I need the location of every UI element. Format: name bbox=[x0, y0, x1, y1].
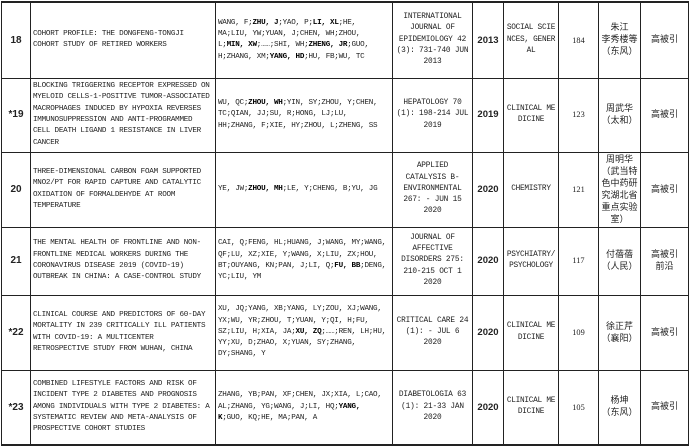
publication-year: 2019 bbox=[472, 77, 504, 153]
paper-title: COMBINED LIFESTYLE FACTORS AND RISK OF I… bbox=[30, 369, 216, 446]
author-text: ;GUO, H;ZHANG, XM; bbox=[218, 41, 369, 61]
journal-info: CRITICAL CARE 24 (1): - JUL 6 2020 bbox=[392, 294, 473, 371]
subject-category: SOCIAL SCIENCES, GENERAL bbox=[503, 1, 559, 79]
author-text: YE, JW; bbox=[218, 184, 249, 193]
author-text: XU, JQ;YANG, XB;YANG, LY;ZOU, XJ;WANG, Y… bbox=[218, 305, 382, 336]
citation-count: 105 bbox=[558, 369, 599, 446]
affiliated-author: 周明华 （武当特色中药研究湖北省重点实验室） bbox=[598, 151, 641, 228]
highlighted-author: ZHOU, MH bbox=[248, 184, 283, 193]
table-row: *23 COMBINED LIFESTYLE FACTORS AND RISK O… bbox=[1, 369, 689, 446]
row-number: *22 bbox=[1, 294, 31, 371]
affiliated-author: 朱江 李秀楼等 （东风） bbox=[598, 1, 641, 79]
publication-year: 2020 bbox=[472, 369, 504, 446]
highlighted-author: YANG, HD bbox=[269, 52, 305, 61]
paper-title: CLINICAL COURSE AND PREDICTORS OF 60-DAY… bbox=[30, 294, 216, 371]
journal-info: INTERNATIONAL JOURNAL OF EPIDEMIOLOGY 42… bbox=[392, 1, 473, 79]
authors: YE, JW;ZHOU, MH;LE, Y;CHENG, B;YU, JG bbox=[215, 151, 393, 228]
tag: 高被引 bbox=[640, 369, 689, 446]
affiliated-author: 周武华 （太和） bbox=[598, 77, 641, 153]
publication-year: 2020 bbox=[472, 151, 504, 228]
authors: ZHANG, YB;PAN, XF;CHEN, JX;XIA, L;CAO, A… bbox=[215, 369, 393, 446]
subject-category: CLINICAL MEDICINE bbox=[503, 294, 559, 371]
author-text: ZHANG, YB;PAN, XF;CHEN, JX;XIA, L;CAO, A… bbox=[218, 391, 382, 411]
citation-count: 109 bbox=[558, 294, 599, 371]
subject-category: PSYCHIATRY/PSYCHOLOGY bbox=[503, 226, 559, 296]
citation-count: 184 bbox=[558, 1, 599, 79]
authors: CAI, Q;FENG, HL;HUANG, J;WANG, MY;WANG, … bbox=[215, 226, 393, 296]
subject-category: CHEMISTRY bbox=[503, 151, 559, 228]
citation-count: 121 bbox=[558, 151, 599, 228]
journal-info: DIABETOLOGIA 63 (1): 21-33 JAN 2020 bbox=[392, 369, 473, 446]
citation-count: 123 bbox=[558, 77, 599, 153]
row-number: 18 bbox=[1, 1, 31, 79]
highlighted-author: MIN, XW bbox=[226, 41, 257, 50]
tag: 高被引 bbox=[640, 1, 689, 79]
tag: 高被引 bbox=[640, 77, 689, 153]
author-text: WANG, F; bbox=[218, 18, 253, 27]
row-number: *23 bbox=[1, 369, 31, 446]
authors: WANG, F;ZHU, J;YAO, P;LI, XL;HE, MA;LIU,… bbox=[215, 1, 393, 79]
row-number: 21 bbox=[1, 226, 31, 296]
author-text: WU, QC; bbox=[218, 99, 249, 108]
tag: 高被引 前沿 bbox=[640, 226, 689, 296]
publication-year: 2020 bbox=[472, 226, 504, 296]
paper-title: COHORT PROFILE: THE DONGFENG-TONGJI COHO… bbox=[30, 1, 216, 79]
subject-category: CLINICAL MEDICINE bbox=[503, 369, 559, 446]
author-text: ;……;REN, LH;HU, YY;XU, D;ZHAO, X;YUAN, S… bbox=[218, 327, 386, 359]
publication-year: 2013 bbox=[472, 1, 504, 79]
paper-title: THE MENTAL HEALTH OF FRONTLINE AND NON-F… bbox=[30, 226, 216, 296]
highlighted-author: LI, XL bbox=[312, 18, 339, 27]
author-text: ;GUO, KQ;HE, MA;PAN, A bbox=[222, 413, 318, 422]
tag: 高被引 bbox=[640, 294, 689, 371]
authors: XU, JQ;YANG, XB;YANG, LY;ZOU, XJ;WANG, Y… bbox=[215, 294, 393, 371]
paper-title: BLOCKING TRIGGERING RECEPTOR EXPRESSED O… bbox=[30, 77, 216, 153]
table-row: 21 THE MENTAL HEALTH OF FRONTLINE AND NON… bbox=[1, 226, 689, 296]
author-text: ;LE, Y;CHENG, B;YU, JG bbox=[282, 184, 378, 193]
table-row: *19 BLOCKING TRIGGERING RECEPTOR EXPRESSE… bbox=[1, 77, 689, 153]
authors: WU, QC;ZHOU, WH;YIN, SY;ZHOU, Y;CHEN, TC… bbox=[215, 77, 393, 153]
affiliated-author: 杨坤 （东风） bbox=[598, 369, 641, 446]
author-text: ;HE, MA;LIU, YW;YUAN, J;CHEN, WH;ZHOU, L… bbox=[218, 18, 361, 50]
row-number: 20 bbox=[1, 151, 31, 228]
table-row: 20 THREE-DIMENSIONAL CARBON FOAM SUPPORTE… bbox=[1, 151, 689, 228]
author-text: ;HU, FB;WU, TC bbox=[304, 52, 365, 61]
author-text: CAI, Q;FENG, HL;HUANG, J;WANG, MY;WANG, … bbox=[218, 239, 386, 270]
author-text: ;……;SHI, WH; bbox=[256, 41, 309, 50]
journal-info: HEPATOLOGY 70 (1): 198-214 JUL 2019 bbox=[392, 77, 473, 153]
table-row: 18 COHORT PROFILE: THE DONGFENG-TONGJI CO… bbox=[1, 1, 689, 79]
journal-info: JOURNAL OF AFFECTIVE DISORDERS 275: 210-… bbox=[392, 226, 473, 296]
table-row: *22 CLINICAL COURSE AND PREDICTORS OF 60-… bbox=[1, 294, 689, 371]
highlighted-author: FU, BB bbox=[334, 262, 361, 270]
author-text: ;YAO, P; bbox=[278, 18, 313, 27]
journal-info: APPLIED CATALYSIS B-ENVIRONMENTAL 267: -… bbox=[392, 151, 473, 228]
highlighted-author: XU, ZQ bbox=[295, 327, 322, 336]
row-number: *19 bbox=[1, 77, 31, 153]
publication-year: 2020 bbox=[472, 294, 504, 371]
highlighted-author: ZHOU, WH bbox=[248, 99, 283, 108]
highlighted-author: YANG, K bbox=[218, 402, 361, 422]
affiliated-author: 付蓓蓓 （人民） bbox=[598, 226, 641, 296]
highlighted-author: ZHU, J bbox=[252, 18, 279, 27]
citation-count: 117 bbox=[558, 226, 599, 296]
author-text: ;DENG, YC;LIU, YM bbox=[218, 262, 386, 282]
tag: 高被引 bbox=[640, 151, 689, 228]
paper-title: THREE-DIMENSIONAL CARBON FOAM SUPPORTED … bbox=[30, 151, 216, 228]
highlighted-author: ZHENG, JR bbox=[308, 41, 348, 50]
author-text: ;YIN, SY;ZHOU, Y;CHEN, TC;QIAN, JJ;SU, R… bbox=[218, 99, 378, 130]
subject-category: CLINICAL MEDICINE bbox=[503, 77, 559, 153]
affiliated-author: 徐正芹 （襄阳） bbox=[598, 294, 641, 371]
